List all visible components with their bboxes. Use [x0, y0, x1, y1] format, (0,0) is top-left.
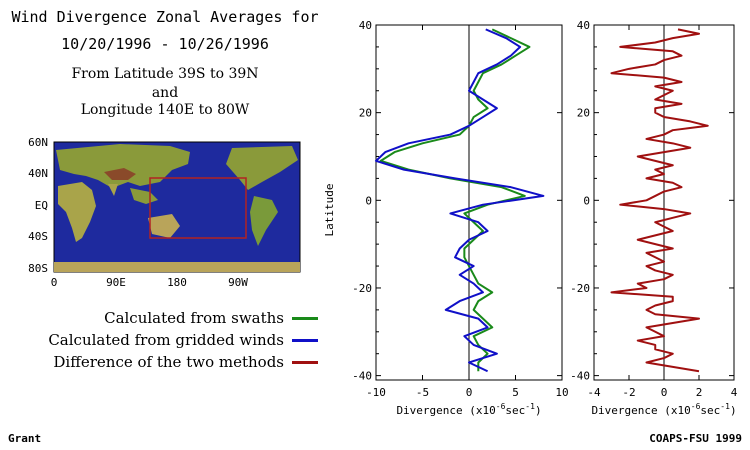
divergence-chart: Latitude Divergence (x10-6sec-1) -10 -5 0 5… [323, 19, 569, 417]
x-tick-label: 10 [555, 386, 568, 399]
world-map: 60N 40N EQ 40S 80S 0 90E 180 90W [28, 136, 301, 289]
legend: Calculated from swaths Calculated from g… [0, 309, 318, 379]
map-lat-label-80s: 80S [28, 262, 48, 275]
y-tick-label: 20 [359, 107, 372, 120]
legend-swatch-difference [292, 360, 318, 364]
region-line-1: From Latitude 39S to 39N [71, 66, 259, 82]
difference-chart: Divergence (x10-6sec-1) -4 -2 0 2 4-40-20020… [570, 19, 738, 417]
series-line-1 [375, 28, 545, 373]
x-tick-label: -5 [416, 386, 429, 399]
legend-swatch-swaths [292, 316, 318, 320]
map-lat-label-40n: 40N [28, 167, 48, 180]
map-eurasia [56, 144, 190, 188]
y-tick-label: -40 [570, 370, 590, 383]
org-credit: COAPS-FSU 1999 [649, 432, 742, 445]
legend-item-swaths: Calculated from swaths [104, 309, 318, 327]
region-line-2: and [151, 85, 179, 101]
legend-label-difference: Difference of the two methods [53, 353, 284, 371]
y-tick-label: 40 [577, 19, 590, 32]
legend-swatch-gridded [292, 338, 318, 342]
map-africa [58, 182, 96, 242]
x-tick-label: -2 [622, 386, 635, 399]
x-tick-label: -10 [366, 386, 386, 399]
legend-item-gridded: Calculated from gridded winds [48, 331, 318, 349]
y-tick-label: -20 [352, 282, 372, 295]
legend-label-swaths: Calculated from swaths [104, 309, 284, 327]
legend-label-gridded: Calculated from gridded winds [48, 331, 284, 349]
map-lat-label-60n: 60N [28, 136, 48, 149]
x-tick-label: -4 [587, 386, 601, 399]
x-tick-label: 0 [466, 386, 473, 399]
x-axis-label: Divergence (x10-6sec-1) [396, 402, 541, 417]
chart-title: Wind Divergence Zonal Averages for [11, 8, 319, 26]
series-line-0 [379, 28, 531, 372]
map-region-box [149, 177, 247, 239]
map-lat-label-eq: EQ [35, 199, 48, 212]
legend-item-difference: Difference of the two methods [53, 353, 318, 371]
x-tick-label: 5 [512, 386, 519, 399]
region-line-3: Longitude 140E to 80W [80, 102, 250, 118]
y-tick-label: 0 [583, 194, 590, 207]
map-himalaya [104, 168, 136, 180]
x-tick-label: 2 [696, 386, 703, 399]
date-range: 10/20/1996 - 10/26/1996 [61, 35, 269, 53]
y-axis-label: Latitude [323, 184, 336, 237]
series-line-0 [610, 28, 709, 373]
map-india [108, 184, 118, 196]
y-tick-label: 40 [359, 19, 372, 32]
map-antarctica [54, 262, 300, 272]
y-tick-label: 20 [577, 107, 590, 120]
map-lon-label-180: 180 [167, 276, 187, 289]
map-lat-label-40s: 40S [28, 230, 48, 243]
x-tick-label: 0 [661, 386, 668, 399]
map-australia [148, 214, 180, 238]
x-axis-label-diff: Divergence (x10-6sec-1) [591, 402, 736, 417]
map-lon-label-90e: 90E [106, 276, 126, 289]
y-tick-label: 0 [365, 194, 372, 207]
y-tick-label: -40 [352, 370, 372, 383]
x-tick-label: 4 [731, 386, 738, 399]
map-lon-label-0: 0 [51, 276, 58, 289]
y-tick-label: -20 [570, 282, 590, 295]
map-north-america [226, 146, 298, 190]
author-credit: Grant [8, 432, 42, 445]
map-se-asia [130, 188, 158, 204]
map-lon-label-90w: 90W [228, 276, 248, 289]
map-south-america [250, 196, 278, 246]
